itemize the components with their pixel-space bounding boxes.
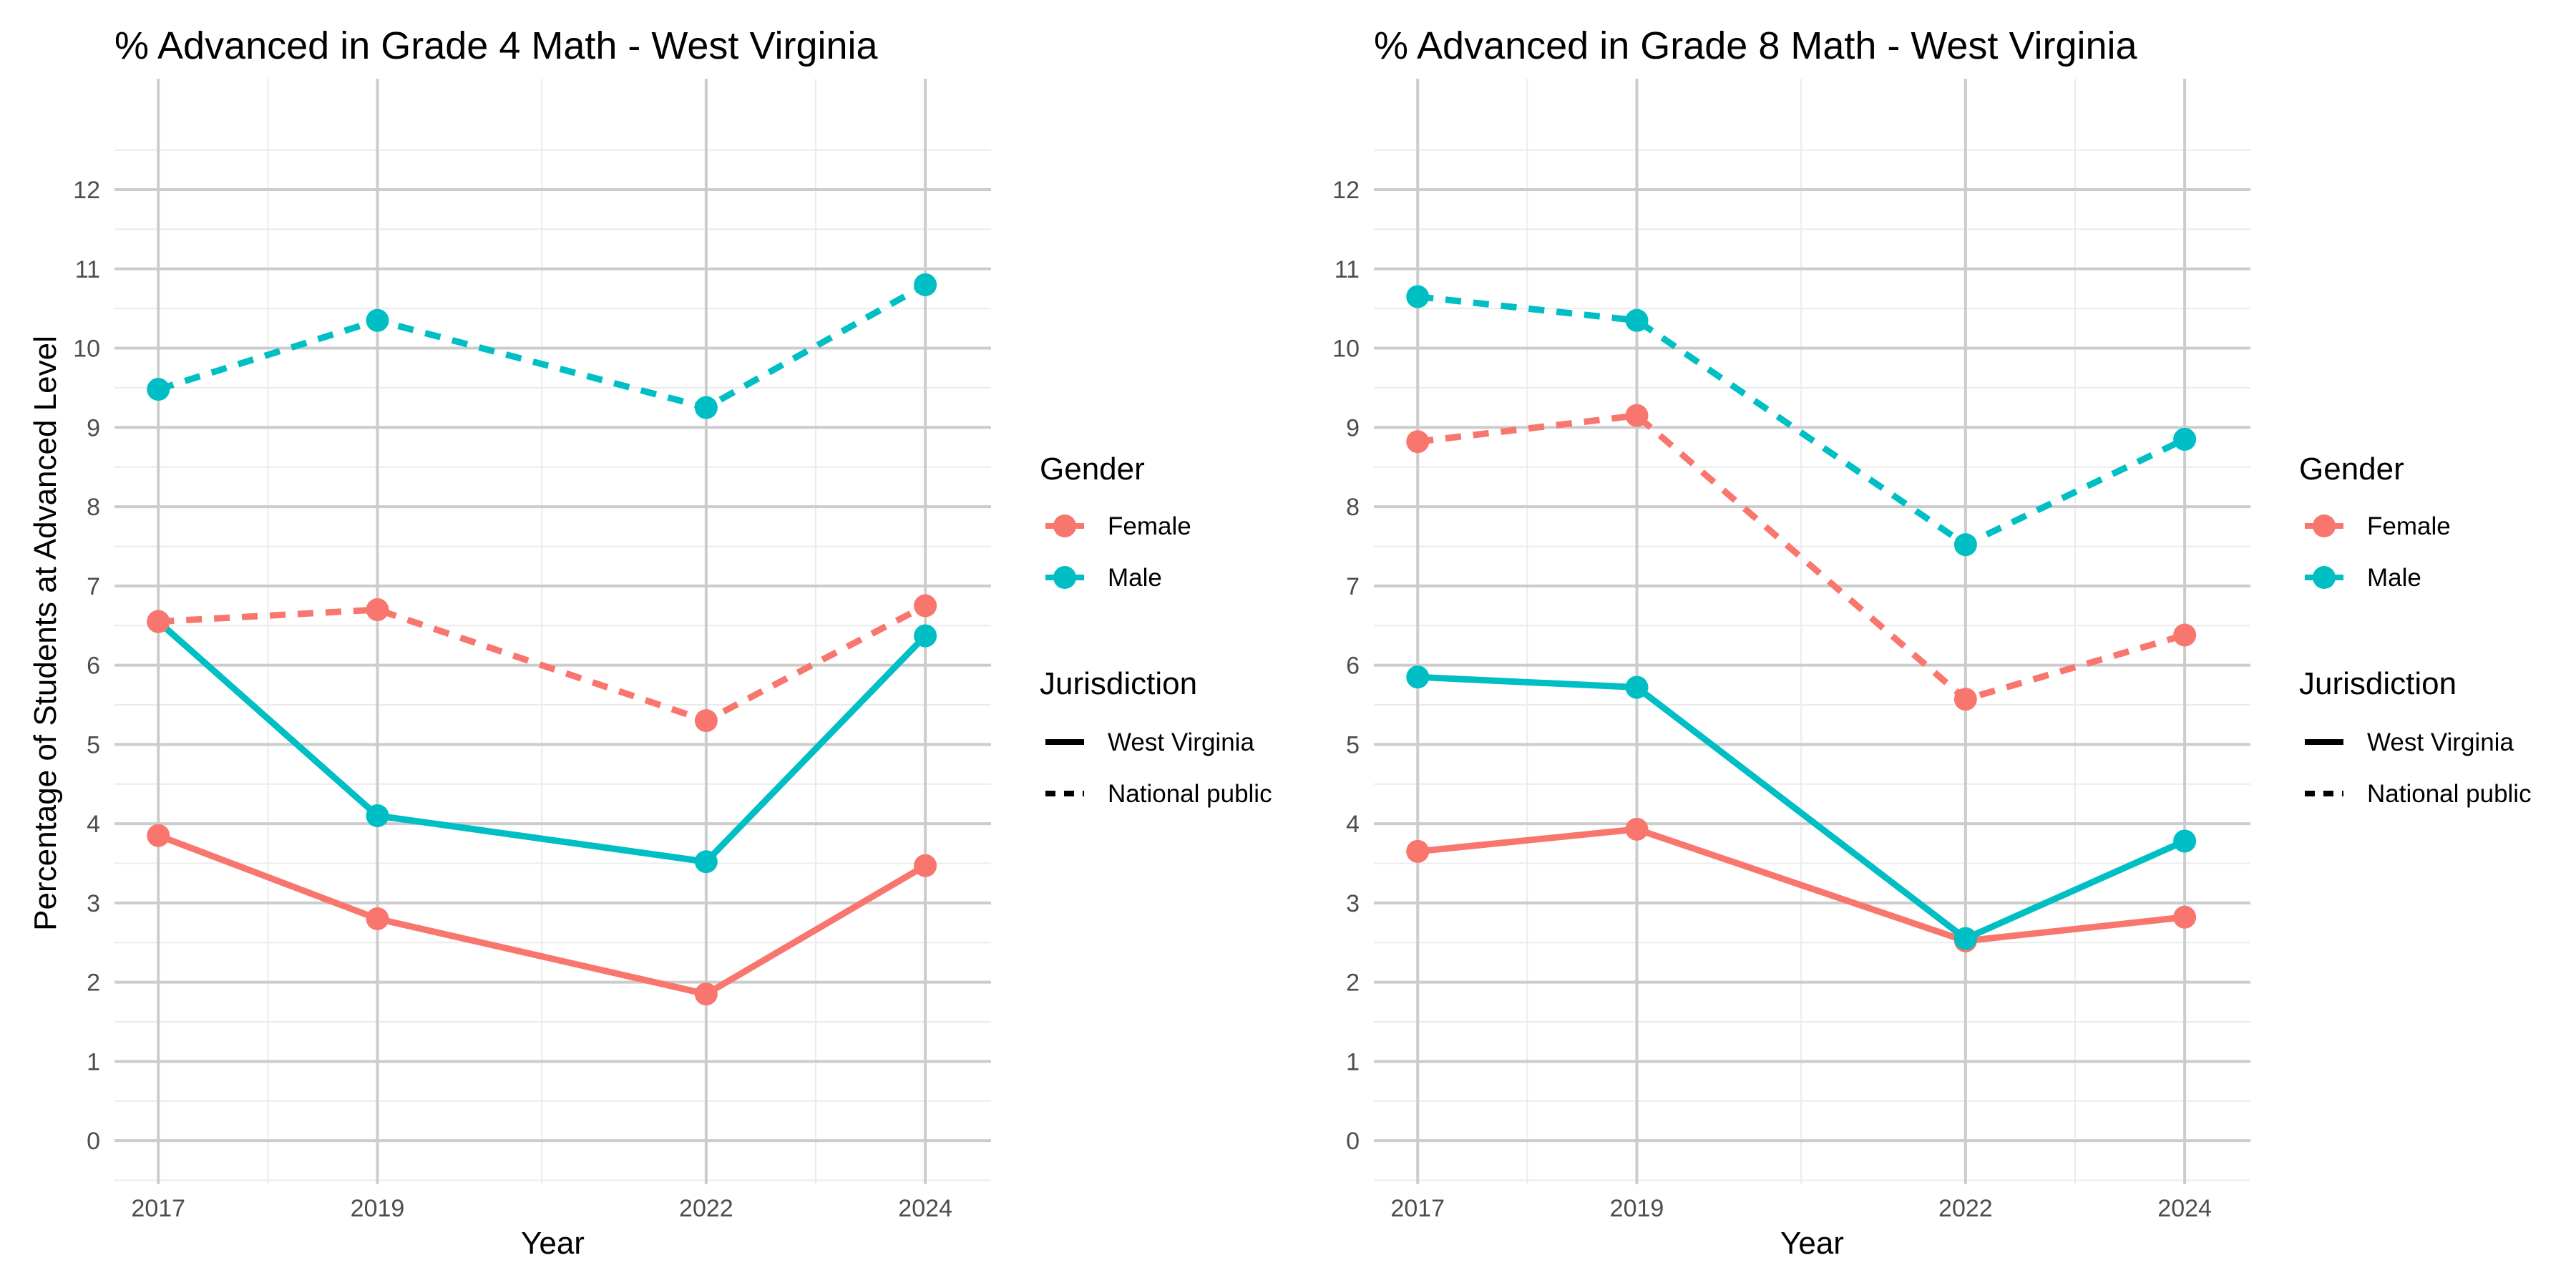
legend-title-gender: Gender <box>2299 452 2404 487</box>
legend-label-female: Female <box>2367 512 2451 540</box>
series-line-female-west-virginia <box>1417 826 2185 945</box>
data-point-male <box>914 624 937 648</box>
series-line-male-national-public <box>1417 293 2187 548</box>
legend-label-jurisdiction: West Virginia <box>2367 728 2514 756</box>
series-line-male-national-public <box>157 282 927 411</box>
y-tick-label: 2 <box>87 970 100 997</box>
legend-label-male: Male <box>1108 564 1162 592</box>
y-tick-label: 9 <box>1346 414 1360 441</box>
data-point-male <box>1625 308 1649 332</box>
series-line-male-west-virginia <box>156 619 928 865</box>
data-point-male <box>366 804 389 827</box>
data-point-female <box>694 982 718 1006</box>
data-point-male <box>694 396 718 419</box>
data-point-male <box>1953 533 1977 557</box>
legend-key-point <box>1053 566 1076 589</box>
y-tick-label: 6 <box>1346 653 1360 680</box>
y-tick-label: 11 <box>1335 256 1360 283</box>
y-tick-label: 10 <box>1332 336 1360 363</box>
data-point-male <box>1625 675 1649 699</box>
series-line-female-west-virginia <box>157 832 927 997</box>
y-tick-label: 4 <box>87 811 100 838</box>
data-point-male <box>2173 829 2197 853</box>
y-tick-label: 5 <box>1346 731 1360 758</box>
x-tick-label: 2022 <box>1938 1195 1993 1222</box>
y-tick-label: 1 <box>1346 1048 1360 1075</box>
y-tick-label: 11 <box>75 256 100 283</box>
chart-title: % Advanced in Grade 8 Math - West Virgin… <box>1374 24 2138 67</box>
x-tick-label: 2017 <box>1390 1195 1445 1222</box>
y-tick-label: 6 <box>87 653 100 680</box>
y-tick-label: 3 <box>87 890 100 917</box>
y-tick-label: 12 <box>1332 177 1360 204</box>
data-point-male <box>1953 927 1977 950</box>
y-tick-label: 8 <box>87 494 100 521</box>
y-tick-label: 1 <box>87 1048 100 1075</box>
x-tick-label: 2019 <box>1610 1195 1664 1222</box>
data-point-male <box>366 308 389 332</box>
data-point-female <box>1625 817 1649 841</box>
data-point-female <box>366 598 389 622</box>
data-point-female <box>147 610 170 633</box>
y-tick-label: 10 <box>73 336 100 363</box>
y-tick-label: 5 <box>87 731 100 758</box>
data-point-female <box>2173 905 2197 929</box>
data-point-female <box>2173 623 2197 647</box>
series-line-female-national-public <box>158 602 927 724</box>
legend: Gender Female Male Jurisdiction West Virgini… <box>2299 452 2532 808</box>
data-point-female <box>1406 430 1430 454</box>
data-point-female <box>694 709 718 733</box>
series-line-female-national-public <box>1417 412 2186 703</box>
x-axis-title: Year <box>1780 1226 1844 1261</box>
data-point-female <box>914 854 937 877</box>
y-tick-label: 12 <box>73 177 100 204</box>
data-point-male <box>1406 665 1430 689</box>
x-tick-label: 2024 <box>898 1195 952 1222</box>
data-point-male <box>147 378 170 401</box>
x-tick-label: 2019 <box>351 1195 405 1222</box>
data-point-male <box>914 273 937 296</box>
legend: Gender Female Male Jurisdiction West Virgini… <box>1040 452 1272 808</box>
x-tick-label: 2017 <box>131 1195 185 1222</box>
x-tick-label: 2024 <box>2157 1195 2212 1222</box>
data-point-female <box>1406 839 1430 863</box>
legend-title-jurisdiction: Jurisdiction <box>2299 666 2457 701</box>
legend-key-point <box>2313 566 2336 589</box>
legend-label-female: Female <box>1108 512 1191 540</box>
legend-title-gender: Gender <box>1040 452 1145 487</box>
y-axis-title: Percentage of Students at Advanced Level <box>28 336 63 931</box>
x-tick-label: 2022 <box>679 1195 733 1222</box>
y-tick-label: 9 <box>87 414 100 441</box>
legend-key-point <box>1053 514 1076 537</box>
data-point-male <box>2173 427 2197 451</box>
data-point-female <box>914 594 937 618</box>
data-point-male <box>694 850 718 874</box>
y-tick-label: 0 <box>87 1128 100 1155</box>
legend-label-jurisdiction: National public <box>2367 780 2532 808</box>
y-tick-label: 0 <box>1346 1128 1360 1155</box>
y-tick-label: 4 <box>1346 811 1360 838</box>
y-tick-label: 7 <box>1346 573 1360 600</box>
data-point-female <box>1953 688 1977 711</box>
legend-key-point <box>2313 514 2336 537</box>
y-tick-label: 2 <box>1346 970 1360 997</box>
data-point-male <box>1406 285 1430 308</box>
x-axis-title: Year <box>521 1226 585 1261</box>
legend-label-jurisdiction: National public <box>1108 780 1272 808</box>
legend-label-jurisdiction: West Virginia <box>1108 728 1254 756</box>
legend-label-male: Male <box>2367 564 2421 592</box>
chart-title: % Advanced in Grade 4 Math - West Virgin… <box>114 24 879 67</box>
y-tick-label: 3 <box>1346 890 1360 917</box>
data-point-female <box>366 907 389 930</box>
y-tick-label: 7 <box>87 573 100 600</box>
y-tick-label: 8 <box>1346 494 1360 521</box>
data-point-female <box>147 824 170 847</box>
series-line-male-west-virginia <box>1418 673 2186 942</box>
data-point-female <box>1625 404 1649 427</box>
legend-title-jurisdiction: Jurisdiction <box>1040 666 1197 701</box>
